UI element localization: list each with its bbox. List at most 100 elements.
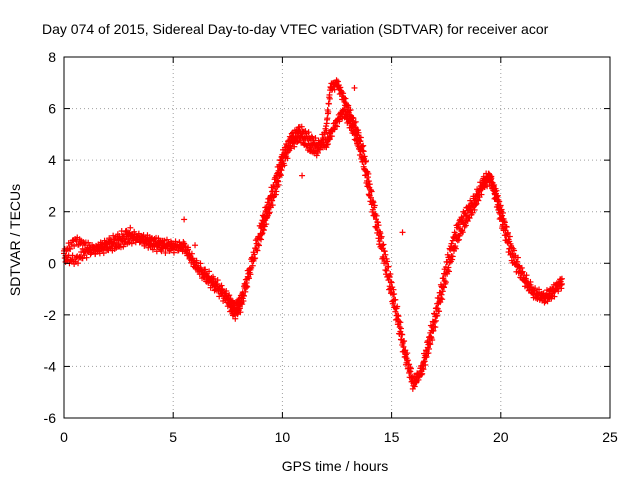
data-point-track-A — [449, 253, 456, 260]
data-point-track-B — [514, 263, 521, 270]
data-point-track-B — [256, 233, 262, 240]
data-point-track-B — [242, 276, 249, 283]
data-point-track-B — [373, 223, 379, 230]
data-point-track-B — [308, 133, 315, 140]
data-point-track-A — [163, 236, 170, 243]
y-tick-label: 8 — [48, 49, 56, 65]
plot-border — [63, 56, 611, 419]
data-point-track-B — [328, 133, 335, 140]
data-point-track-B — [245, 270, 252, 277]
data-point-track-B — [269, 188, 276, 195]
data-point-track-A — [368, 188, 375, 195]
data-point-track-B — [395, 321, 402, 328]
data-point-track-B — [100, 245, 107, 252]
data-point-track-B — [551, 293, 558, 300]
data-point-track-B — [96, 248, 103, 255]
data-point-track-B — [239, 289, 246, 296]
data-point-track-B — [557, 276, 564, 283]
data-point-track-B — [423, 348, 430, 355]
data-point-track-B — [374, 229, 381, 236]
data-point-track-B — [465, 207, 472, 214]
data-point-track-B — [376, 238, 383, 245]
data-point-track-B — [544, 298, 551, 305]
data-point-track-B — [369, 206, 376, 213]
data-point-track-B — [202, 266, 209, 273]
data-point-track-B — [213, 280, 220, 287]
axis-ticks: 0 5 10 15 20 25 -6 -4 -2 0 2 4 6 8 — [44, 49, 618, 445]
data-point-track-B — [234, 305, 241, 312]
data-point-track-A — [237, 309, 244, 316]
data-point-track-B — [419, 362, 426, 369]
data-point-track-A — [334, 78, 341, 85]
data-point-track-B — [281, 149, 288, 156]
data-point-track-A — [325, 108, 332, 115]
data-point-track-B — [387, 285, 394, 292]
data-point-track-B — [432, 313, 439, 320]
data-point-track-B — [426, 333, 433, 340]
data-point-track-A — [232, 315, 239, 322]
data-point-track-B — [389, 300, 396, 307]
data-point-track-B — [558, 275, 565, 282]
data-point-track-A — [249, 262, 256, 269]
data-point-track-B — [504, 239, 511, 246]
data-point-track-A — [371, 202, 378, 209]
data-point-track-B — [449, 245, 456, 252]
data-point-track-B — [264, 206, 271, 213]
data-point-track-A — [340, 90, 347, 97]
data-point-track-B — [402, 353, 409, 360]
data-point-track-B — [368, 201, 375, 208]
data-point-track-B — [488, 173, 495, 180]
data-point-track-B — [162, 249, 169, 256]
data-point-track-A — [523, 272, 530, 279]
chart-title: Day 074 of 2015, Sidereal Day-to-day VTE… — [42, 21, 549, 37]
data-point-track-B — [387, 290, 394, 297]
y-tick-label: -6 — [44, 410, 57, 426]
data-point-track-B — [371, 212, 378, 219]
data-point-track-B — [174, 247, 181, 254]
data-point-track-B — [270, 183, 277, 190]
data-points — [61, 77, 565, 392]
data-point-track-B — [367, 198, 374, 205]
data-point-track-B — [536, 289, 543, 296]
data-point-track-B — [469, 202, 476, 209]
y-tick-label: -2 — [44, 307, 57, 323]
data-point-track-B — [298, 123, 305, 130]
data-point-track-B — [361, 166, 368, 173]
data-point-track-B — [526, 286, 533, 293]
y-axis-label: SDTVAR / TECUs — [7, 184, 23, 296]
data-point-track-A — [374, 219, 381, 226]
data-point-track-B — [420, 359, 427, 366]
data-point-track-B — [263, 209, 270, 216]
data-point-track-B — [397, 328, 404, 335]
data-point-track-B — [355, 136, 362, 143]
data-point-track-B — [503, 232, 510, 239]
data-point-track-B — [375, 235, 382, 242]
data-point-track-A — [263, 221, 270, 228]
data-point-track-B — [558, 281, 565, 288]
y-tick-label: -4 — [44, 358, 57, 374]
data-point-track-B — [495, 204, 502, 211]
data-point-track-A — [461, 223, 468, 230]
data-point-track-A — [385, 263, 392, 270]
data-point-track-B — [471, 197, 478, 204]
data-point-track-A — [373, 216, 379, 223]
data-point-track-B — [531, 287, 538, 294]
data-point-track-A — [442, 279, 449, 286]
data-point-track-B — [391, 304, 398, 311]
data-point-track-A — [381, 248, 388, 255]
data-point-track-B — [252, 245, 259, 252]
data-point-track-B — [272, 179, 279, 186]
data-point-track-A — [397, 325, 404, 332]
data-point-track-A — [291, 143, 298, 150]
data-point-track-B — [412, 379, 419, 386]
data-point-isolated-points — [399, 229, 406, 236]
y-tick-label: 0 — [48, 255, 56, 271]
data-point-track-B — [518, 269, 525, 276]
data-point-track-A — [324, 115, 331, 122]
data-point-track-B — [436, 295, 443, 302]
data-point-track-B — [446, 254, 453, 261]
data-point-track-B — [406, 369, 413, 376]
data-point-track-A — [350, 115, 357, 122]
